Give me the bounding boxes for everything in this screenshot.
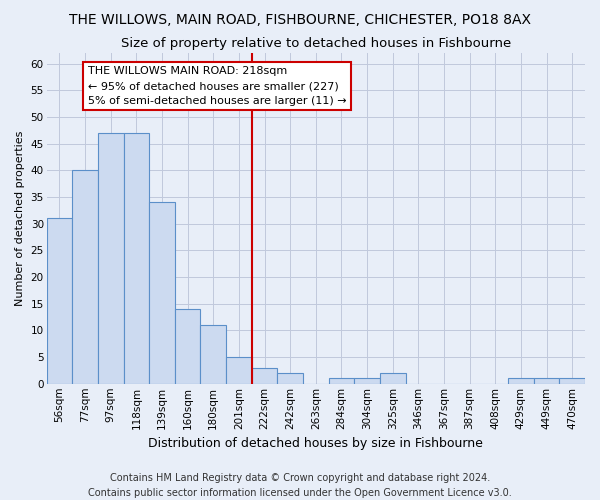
Text: THE WILLOWS MAIN ROAD: 218sqm
← 95% of detached houses are smaller (227)
5% of s: THE WILLOWS MAIN ROAD: 218sqm ← 95% of d…	[88, 66, 346, 106]
Bar	[277, 373, 303, 384]
Bar	[534, 378, 559, 384]
Y-axis label: Number of detached properties: Number of detached properties	[15, 130, 25, 306]
Bar	[251, 368, 277, 384]
Text: Contains HM Land Registry data © Crown copyright and database right 2024.
Contai: Contains HM Land Registry data © Crown c…	[88, 472, 512, 498]
Bar	[149, 202, 175, 384]
Bar	[72, 170, 98, 384]
Bar	[200, 325, 226, 384]
Bar	[354, 378, 380, 384]
Bar	[508, 378, 534, 384]
Bar	[175, 309, 200, 384]
Bar	[329, 378, 354, 384]
Bar	[98, 133, 124, 384]
Bar	[47, 218, 72, 384]
Bar	[226, 357, 251, 384]
Title: Size of property relative to detached houses in Fishbourne: Size of property relative to detached ho…	[121, 38, 511, 51]
Bar	[559, 378, 585, 384]
Bar	[380, 373, 406, 384]
Bar	[124, 133, 149, 384]
Text: THE WILLOWS, MAIN ROAD, FISHBOURNE, CHICHESTER, PO18 8AX: THE WILLOWS, MAIN ROAD, FISHBOURNE, CHIC…	[69, 12, 531, 26]
X-axis label: Distribution of detached houses by size in Fishbourne: Distribution of detached houses by size …	[148, 437, 483, 450]
